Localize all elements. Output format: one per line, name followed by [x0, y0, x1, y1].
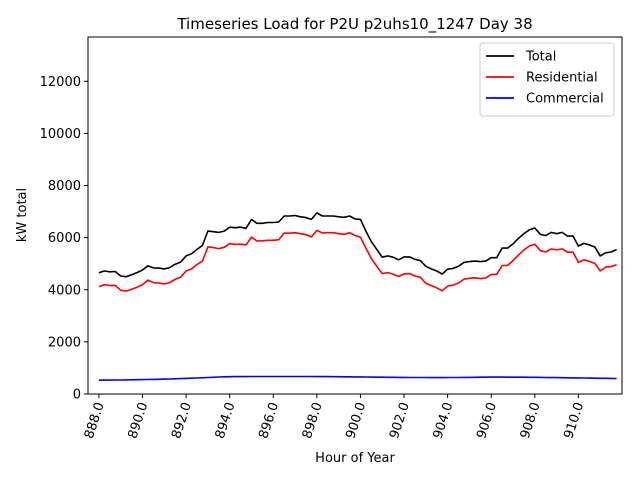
x-axis-label: Hour of Year	[315, 451, 395, 466]
chart-title: Timeseries Load for P2U p2uhs10_1247 Day…	[176, 15, 532, 34]
legend-label-commercial: Commercial	[526, 92, 604, 107]
legend-label-residential: Residential	[526, 71, 598, 86]
legend-label-total: Total	[525, 50, 556, 65]
y-tick-label: 6000	[48, 231, 81, 246]
legend: Total Residential Commercial	[479, 42, 615, 117]
plot-frame	[87, 36, 623, 395]
y-tick-label: 0	[73, 388, 81, 403]
y-tick-label: 2000	[48, 335, 81, 350]
series-layer	[98, 212, 617, 381]
y-axis-label: kW total	[15, 188, 30, 242]
y-tick-label: 12000	[40, 75, 81, 90]
series-line-total	[98, 212, 617, 278]
y-axis-ticks: 0 2000 4000 6000 8000 10000 12000	[40, 75, 88, 403]
y-tick-label: 8000	[48, 179, 81, 194]
y-tick-label: 4000	[48, 283, 81, 298]
y-tick-label: 10000	[40, 127, 81, 142]
series-line-residential	[98, 229, 617, 292]
series-line-commercial	[98, 375, 617, 381]
